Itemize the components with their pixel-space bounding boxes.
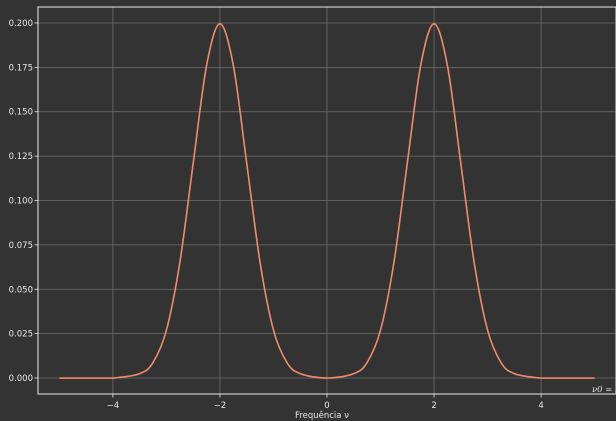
- y-tick-label: 0.200: [9, 19, 33, 29]
- series-line: [59, 23, 595, 379]
- x-tick-label: 2: [431, 401, 436, 411]
- annotation-nu0: ν0 = 2: [592, 385, 616, 395]
- y-tick-label: 0.125: [9, 152, 33, 162]
- x-axis-label: Frequência ν: [295, 410, 349, 421]
- x-tick-label: 0: [324, 401, 329, 411]
- y-tick-label: 0.075: [9, 241, 33, 251]
- y-tick-label: 0.025: [9, 330, 33, 340]
- ticks: −4 −2 0 2 4 0.000 0.025 0.050 0.075 0.100 0.125 0.1…: [9, 19, 544, 411]
- x-tick-label: −2: [214, 401, 227, 411]
- y-tick-label: 0.150: [9, 108, 33, 118]
- x-tick-label: −4: [107, 401, 120, 411]
- y-tick-label: 0.000: [9, 374, 33, 384]
- y-tick-label: 0.050: [9, 285, 33, 295]
- y-tick-label: 0.100: [9, 197, 33, 207]
- y-tick-label: 0.175: [9, 63, 33, 73]
- x-tick-label: 4: [538, 401, 543, 411]
